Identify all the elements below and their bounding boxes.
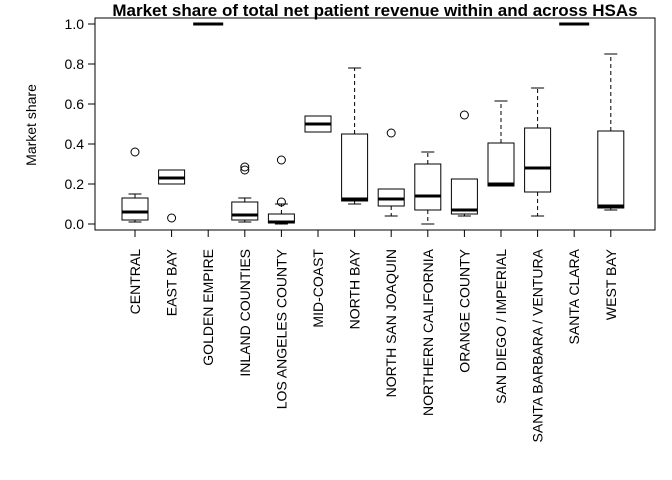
chart-title: Market share of total net patient revenu… [112, 1, 637, 20]
outlier-point [240, 162, 250, 172]
box-iqr [487, 142, 515, 187]
outlier-point [167, 213, 177, 223]
box-iqr [597, 130, 625, 209]
plot-frame [94, 17, 656, 231]
x-tick-label: WEST BAY [603, 248, 619, 320]
outlier-point [130, 147, 140, 157]
x-tick-label: SAN DIEGO / IMPERIAL [493, 249, 509, 404]
x-tick-label: CENTRAL [127, 249, 143, 315]
x-tick-label: NORTH BAY [347, 248, 363, 329]
outlier-point [240, 165, 250, 175]
x-tick-label: SANTA BARBARA / VENTURA [530, 248, 546, 442]
y-tick-label: 0.4 [65, 136, 85, 152]
box-east-bay [158, 169, 186, 223]
box-north-san-joaquin [377, 128, 405, 217]
box-west-bay [597, 53, 625, 211]
x-tick-label: SANTA CLARA [566, 248, 582, 344]
box-santa-barbara-ventura [524, 87, 552, 217]
y-tick-label: 0.8 [65, 56, 85, 72]
box-los-angeles-county [267, 155, 295, 225]
box-iqr [524, 127, 552, 193]
box-iqr [121, 197, 149, 221]
outlier-point [459, 110, 469, 120]
x-tick-label: GOLDEN EMPIRE [200, 249, 216, 366]
box-iqr [341, 133, 369, 202]
box-orange-county [450, 110, 478, 217]
outlier-point [276, 155, 286, 165]
x-tick-label: MID-COAST [310, 249, 326, 328]
y-axis-label: Market share [23, 84, 39, 166]
box-northern-california [414, 151, 442, 225]
box-san-diego-imperial [487, 100, 515, 187]
x-tick-label: EAST BAY [164, 248, 180, 316]
x-tick-label: ORANGE COUNTY [456, 248, 472, 372]
x-tick-label: NORTH SAN JOAQUIN [383, 249, 399, 397]
y-tick-label: 0.0 [65, 216, 85, 232]
box-north-bay [341, 67, 369, 205]
y-axis: 0.0 0.2 0.4 0.6 0.8 1.0 [65, 16, 96, 232]
x-tick-label: LOS ANGELES COUNTY [273, 248, 289, 409]
y-tick-label: 1.0 [65, 16, 85, 32]
x-tick-label: NORTHERN CALIFORNIA [420, 248, 436, 416]
x-tick-label: INLAND COUNTIES [237, 249, 253, 377]
box-iqr [414, 163, 442, 211]
box-central [121, 147, 149, 223]
box-iqr [231, 201, 259, 221]
y-tick-label: 0.2 [65, 176, 85, 192]
box-inland-counties [231, 162, 259, 223]
box-mid-coast [304, 115, 332, 133]
y-tick-label: 0.6 [65, 96, 85, 112]
x-labels-group: CENTRAL EAST BAY GOLDEN EMPIRE INLAND COUNT… [127, 229, 619, 442]
outlier-point [386, 128, 396, 138]
box-iqr [450, 178, 478, 215]
boxes-group [121, 22, 625, 225]
outlier-point [276, 197, 286, 207]
